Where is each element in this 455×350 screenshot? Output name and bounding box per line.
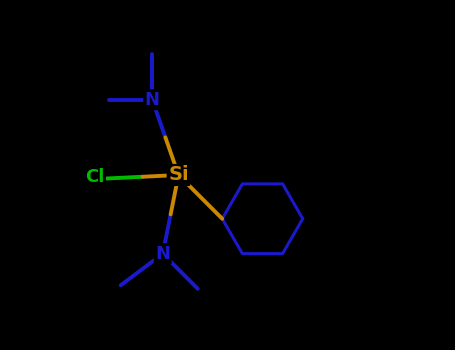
- Text: N: N: [145, 91, 160, 109]
- Text: Cl: Cl: [86, 168, 105, 186]
- Text: N: N: [155, 245, 170, 263]
- Text: Si: Si: [168, 166, 189, 184]
